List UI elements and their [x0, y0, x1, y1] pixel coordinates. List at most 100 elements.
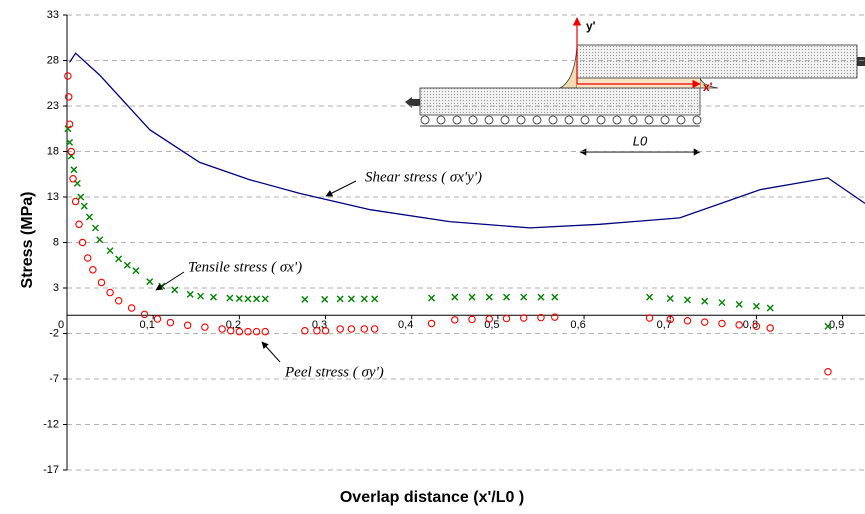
annotation-arrow [325, 180, 357, 197]
circle-point [153, 315, 162, 323]
y-tick-label: -12 [43, 418, 59, 430]
y-tick-label: 13 [47, 191, 59, 203]
annotation-arrow [155, 271, 185, 291]
circle-point [502, 314, 511, 323]
cross-point [520, 293, 528, 301]
circle-point [64, 72, 72, 80]
circle-point [666, 315, 674, 324]
circle-point [261, 327, 269, 336]
circle-point [485, 315, 494, 323]
circle-point [700, 318, 709, 326]
cross-point [77, 193, 85, 201]
circle-point [537, 313, 545, 322]
circle-point [114, 296, 123, 305]
cross-point [85, 213, 93, 221]
circle-point [65, 120, 74, 128]
circle-point [218, 325, 226, 333]
circle-point [427, 319, 436, 328]
circle-point [140, 310, 149, 319]
y-tick-label: 28 [47, 54, 59, 66]
cross-point [683, 296, 691, 304]
circle-point [735, 321, 743, 329]
cross-point [226, 294, 234, 302]
circle-point [235, 327, 244, 336]
cross-point [451, 293, 459, 301]
cross-point [80, 202, 88, 210]
x-tick-label: 0,1 [140, 319, 155, 331]
x-tick-label: 0,7 [657, 319, 672, 331]
circle-point [106, 288, 114, 297]
cross-point [106, 247, 114, 255]
circle-point [127, 304, 136, 312]
shear-line [69, 52, 865, 229]
cross-point [735, 300, 743, 308]
cross-point [428, 294, 436, 302]
circle-point [67, 147, 76, 156]
circle-point [226, 327, 235, 335]
cross-point [666, 294, 674, 302]
cross-point [766, 304, 774, 312]
series-annotation: Tensile stress ( σx') [188, 259, 302, 275]
cross-point [96, 236, 104, 244]
cross-point [261, 295, 269, 303]
cross-point [301, 295, 309, 303]
cross-point [718, 299, 726, 307]
cross-point [752, 302, 760, 310]
inset-label: x' [703, 80, 713, 94]
circle-point [752, 322, 761, 330]
circle-point [718, 319, 726, 328]
circle-point [201, 323, 209, 331]
cross-point [132, 267, 140, 275]
y-tick-label: 23 [47, 100, 59, 112]
circle-point [347, 325, 356, 333]
annotation-arrow [261, 341, 281, 363]
cross-point [235, 294, 243, 302]
cross-point [146, 278, 154, 286]
x-tick-label: 0 [58, 319, 64, 331]
circle-point [301, 327, 309, 335]
series-annotation: Peel stress ( σy') [284, 364, 384, 380]
inset-label: y' [586, 19, 596, 33]
circle-point [69, 175, 77, 183]
cross-point [115, 255, 123, 263]
circle-point [321, 327, 330, 335]
cross-point [360, 295, 368, 303]
cross-point [197, 292, 205, 300]
x-tick-label: 0,6 [570, 319, 585, 331]
series-annotation: Shear stress ( σx'y') [365, 169, 482, 185]
cross-point [503, 293, 510, 301]
inset-label: L0 [633, 133, 648, 148]
y-axis-title: Stress (MPa) [19, 192, 36, 289]
circle-point [370, 325, 379, 333]
circle-point [83, 254, 92, 262]
cross-point [253, 295, 261, 303]
cross-point [551, 293, 559, 301]
cross-point [171, 286, 179, 294]
circle-point [519, 314, 528, 322]
cross-point [701, 297, 709, 305]
circle-point [551, 313, 559, 321]
cross-point [321, 295, 329, 303]
circle-point [71, 197, 80, 206]
circle-point [89, 266, 97, 274]
circle-point [78, 238, 87, 247]
cross-point [64, 125, 72, 133]
cross-point [468, 293, 476, 301]
circle-point [97, 278, 106, 287]
circle-point [468, 315, 476, 324]
x-axis-title: Overlap distance (x'/L0 ) [340, 489, 524, 506]
cross-point [646, 293, 654, 301]
cross-point [123, 261, 131, 269]
cross-point [485, 293, 493, 301]
circle-point [766, 324, 774, 332]
cross-point [244, 295, 252, 303]
inset-diagram: y' x' L0 [405, 17, 865, 156]
y-tick-label: 8 [53, 236, 59, 248]
cross-point [824, 322, 832, 330]
circle-point [183, 321, 192, 330]
y-tick-label: 18 [47, 145, 59, 157]
circle-point [64, 93, 73, 101]
circle-point [824, 367, 832, 376]
